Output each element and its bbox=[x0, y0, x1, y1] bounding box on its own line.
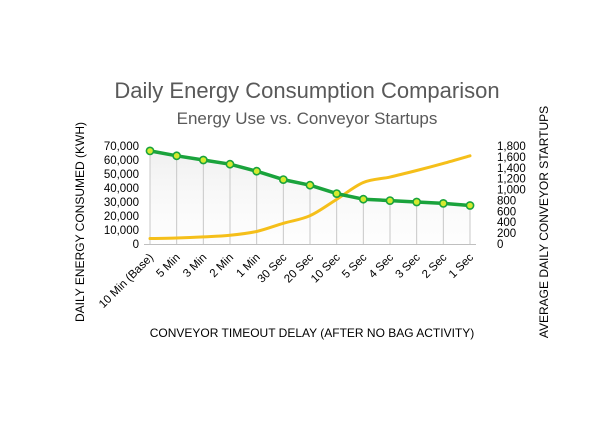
y2-tick-label: 200 bbox=[497, 228, 516, 240]
y2-tick-label: 1,200 bbox=[497, 174, 526, 186]
y-tick-label: 60,000 bbox=[104, 155, 139, 167]
x-tick-label: 3 Min bbox=[181, 252, 209, 280]
energy-point bbox=[438, 198, 448, 208]
left-ticks: 0 10,000 20,000 30,000 40,000 50,000 60,000 70,… bbox=[104, 141, 139, 251]
x-axis-title: CONVEYOR TIMEOUT DELAY (AFTER NO BAG ACT… bbox=[150, 326, 475, 340]
plot-area bbox=[144, 146, 476, 245]
y-tick-label: 50,000 bbox=[104, 169, 139, 181]
y2-tick-label: 1,800 bbox=[497, 141, 526, 153]
x-tick-label: 3 Sec bbox=[393, 251, 422, 280]
x-tick-label: 5 Sec bbox=[340, 251, 369, 280]
energy-point bbox=[332, 189, 342, 198]
y2-tick-label: 600 bbox=[497, 206, 516, 218]
x-tick-label: 2 Min bbox=[208, 252, 236, 280]
y-tick-label: 10,000 bbox=[104, 225, 139, 237]
energy-point bbox=[252, 166, 262, 176]
x-tick-label: 4 Sec bbox=[367, 251, 396, 280]
x-tick-label: 5 Min bbox=[154, 252, 182, 280]
x-tick-label: 2 Sec bbox=[420, 251, 449, 280]
y-tick-label: 20,000 bbox=[104, 211, 139, 223]
y-axis-title: DAILY ENERGY CONSUMED (KWH) bbox=[73, 122, 87, 322]
y-tick-label: 0 bbox=[133, 239, 139, 251]
energy-point bbox=[278, 175, 288, 184]
energy-point bbox=[145, 146, 155, 156]
y2-axis-title: AVERAGE DAILY CONVEYOR STARTUPS bbox=[537, 106, 551, 338]
drop-lines bbox=[149, 150, 471, 244]
y2-tick-label: 800 bbox=[497, 195, 516, 207]
y-tick-label: 40,000 bbox=[104, 183, 139, 195]
y2-tick-label: 1,600 bbox=[497, 152, 526, 164]
energy-point bbox=[412, 197, 422, 207]
energy-point bbox=[172, 151, 182, 161]
y2-tick-label: 400 bbox=[497, 217, 516, 229]
y2-tick-label: 1,000 bbox=[497, 185, 526, 197]
x-tick-label: 10 Sec bbox=[309, 251, 343, 285]
startups-line bbox=[148, 154, 472, 241]
chart-subtitle: Energy Use vs. Conveyor Startups bbox=[177, 109, 438, 128]
chart-title: Daily Energy Consumption Comparison bbox=[114, 78, 499, 103]
x-tick-label: 1 Sec bbox=[447, 251, 476, 280]
energy-point bbox=[198, 155, 208, 165]
y-tick-label: 30,000 bbox=[104, 197, 139, 209]
series-markers bbox=[145, 146, 475, 210]
energy-point bbox=[305, 180, 315, 190]
energy-point bbox=[385, 196, 395, 205]
y2-tick-label: 1,400 bbox=[497, 163, 526, 175]
energy-point bbox=[358, 194, 368, 204]
y2-tick-label: 0 bbox=[497, 239, 503, 251]
energy-point bbox=[225, 159, 235, 169]
x-tick-label: 10 Min (Base) bbox=[97, 252, 156, 311]
y-tick-label: 70,000 bbox=[104, 141, 139, 153]
energy-point bbox=[465, 201, 475, 210]
